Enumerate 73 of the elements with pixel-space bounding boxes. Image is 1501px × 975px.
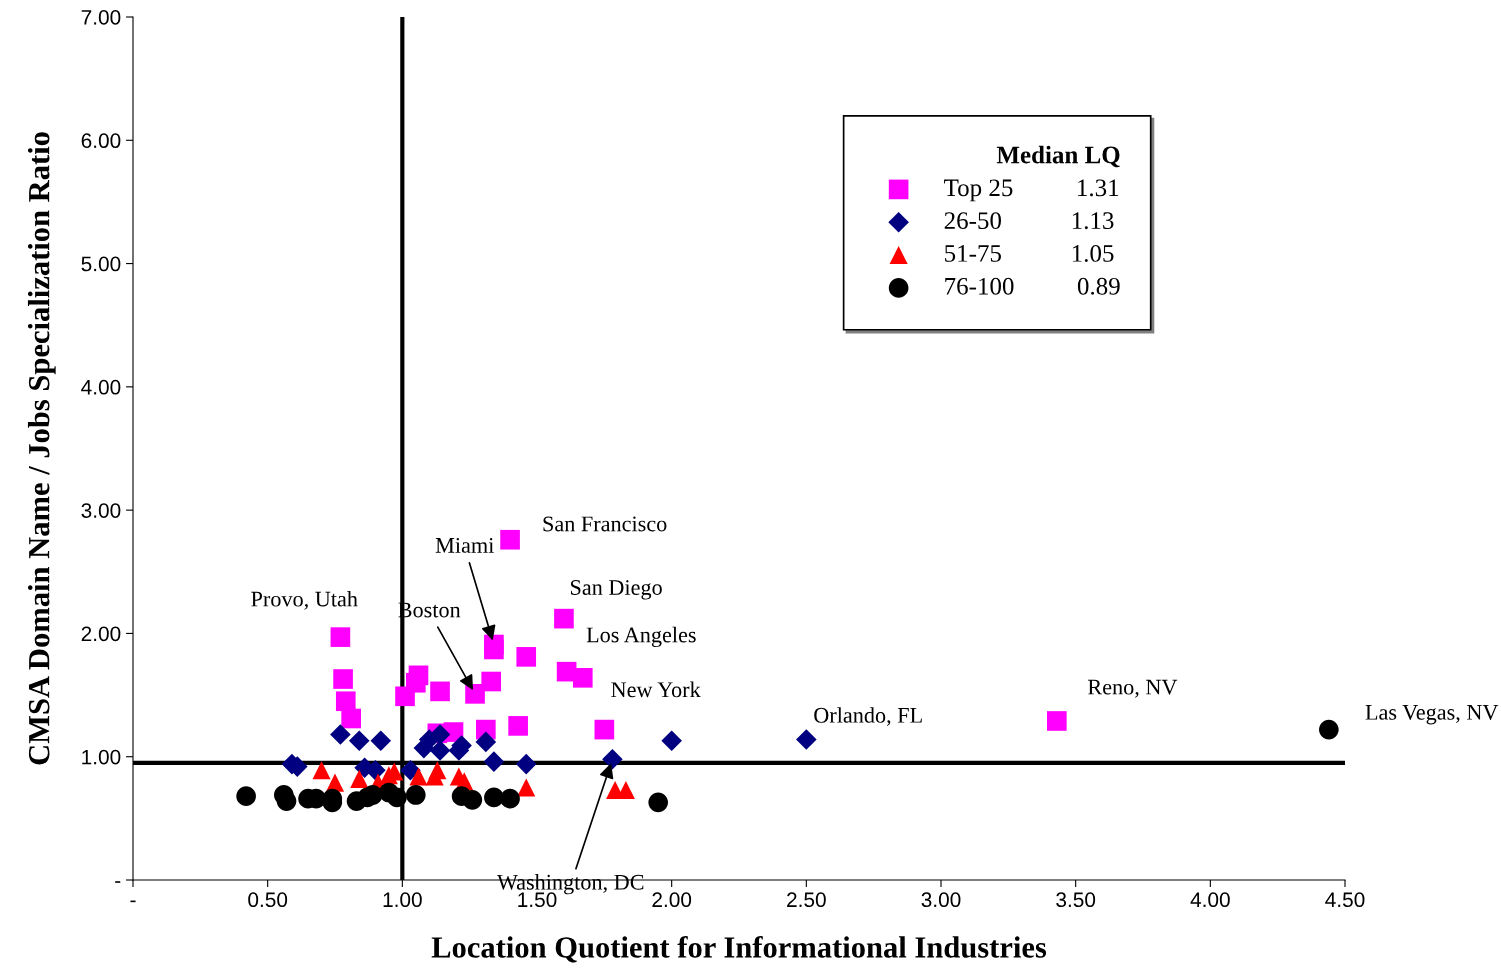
point <box>1319 719 1339 740</box>
annotation: Reno, NV <box>1088 679 1178 698</box>
x-tick-label: 0.50 <box>248 892 288 908</box>
point <box>484 787 504 808</box>
annotation: Orlando, FL <box>814 707 922 726</box>
x-tick-label: 4.00 <box>1190 892 1230 908</box>
annotation: Los Angeles <box>586 626 696 648</box>
y-tick-label: 4.00 <box>81 379 121 395</box>
legend-label: 76-100 0.89 <box>945 277 1120 295</box>
y-tick-label: 3.00 <box>81 503 121 518</box>
point <box>796 729 817 750</box>
point <box>484 639 504 660</box>
point <box>348 730 370 751</box>
point <box>481 671 502 692</box>
y-tick-label: - <box>115 881 121 883</box>
x-tick-label: 2.50 <box>787 892 826 908</box>
annotation: San Diego <box>570 580 662 600</box>
point <box>572 667 593 688</box>
point <box>350 769 369 788</box>
x-tick-label: 3.50 <box>1056 892 1096 908</box>
point <box>276 791 297 811</box>
y-axis-title: CMSA Domain Name / Jobs Specialization Ratio <box>27 132 56 765</box>
y-tick-label: 2.00 <box>81 626 121 642</box>
y-tick-label: 1.00 <box>82 749 121 765</box>
point <box>405 785 426 805</box>
point <box>365 759 386 781</box>
point <box>462 790 483 810</box>
x-tick-label: 2.00 <box>652 892 692 908</box>
legend-title: Median LQ <box>996 145 1120 168</box>
annotation: San Francisco <box>543 516 667 532</box>
legend-label: Top 25 1.31 <box>944 179 1119 202</box>
point <box>517 778 536 797</box>
point <box>648 792 669 813</box>
annotation: New York <box>611 681 701 698</box>
point <box>341 708 361 729</box>
point <box>594 719 615 740</box>
point <box>428 761 447 780</box>
point <box>430 681 450 702</box>
annotation: Las Vegas, NV <box>1365 705 1499 725</box>
point <box>483 751 505 772</box>
point <box>405 672 426 693</box>
point <box>602 748 623 770</box>
y-tick-label: 6.00 <box>81 133 121 149</box>
point <box>387 787 407 808</box>
point <box>333 669 353 689</box>
point <box>236 786 256 806</box>
legend-label: 26-50 1.13 <box>944 212 1114 230</box>
x-tick-label: 3.00 <box>921 892 961 908</box>
annotation: Miami <box>435 537 494 553</box>
point <box>429 740 451 761</box>
point <box>508 716 528 736</box>
point <box>370 730 392 751</box>
point <box>516 647 537 667</box>
x-tick-label: 4.50 <box>1325 892 1365 908</box>
point <box>330 724 351 745</box>
point <box>312 761 331 780</box>
point <box>661 730 682 751</box>
legend-label: 51-75 1.05 <box>945 245 1114 262</box>
point <box>554 608 574 629</box>
x-tick-label: - <box>130 900 136 903</box>
point <box>335 691 356 712</box>
point <box>500 788 520 809</box>
annotation: Provo, Utah <box>251 590 358 610</box>
y-tick-label: 5.00 <box>81 256 121 272</box>
point <box>330 627 351 647</box>
point <box>500 529 520 550</box>
point <box>1046 711 1067 731</box>
y-tick-label: 7.00 <box>81 10 121 25</box>
point <box>515 753 537 775</box>
point <box>475 731 497 753</box>
x-axis-title: Location Quotient for Informational Industries <box>431 935 1047 963</box>
x-tick-label: 1.00 <box>383 892 422 908</box>
point <box>409 767 428 786</box>
